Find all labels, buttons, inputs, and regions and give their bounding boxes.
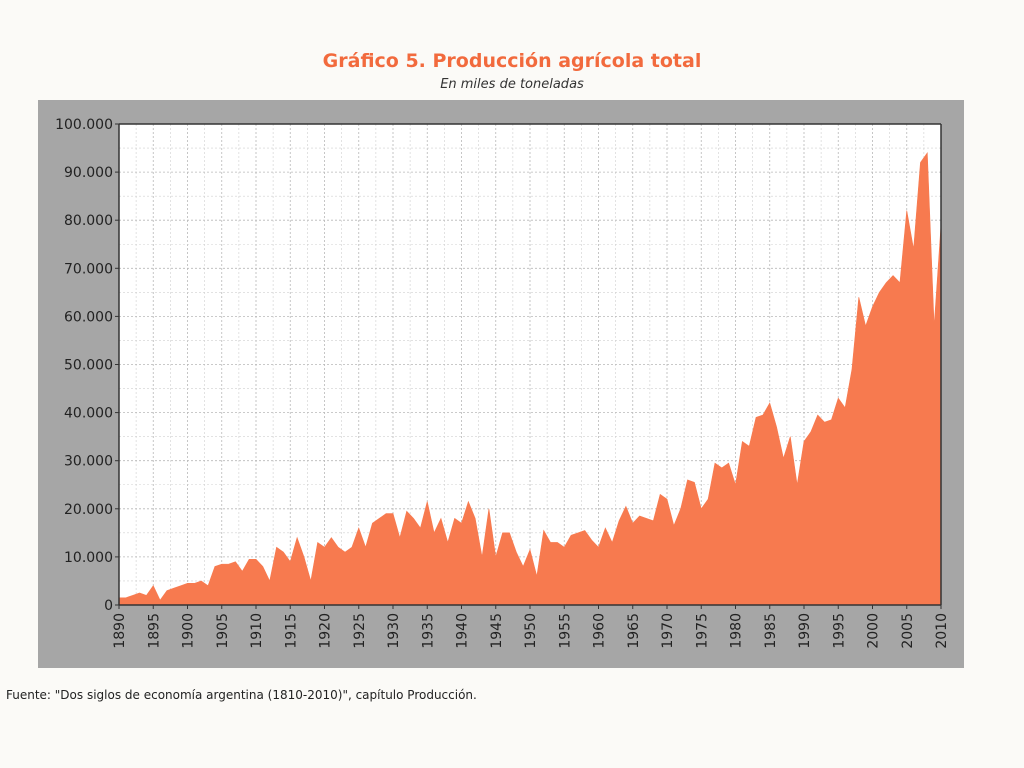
chart-subtitle: En miles de toneladas bbox=[440, 77, 584, 92]
source-note: Fuente: "Dos siglos de economía argentin… bbox=[6, 688, 477, 702]
x-tick-label: 1960 bbox=[592, 613, 608, 649]
y-tick-label: 20.000 bbox=[64, 502, 113, 518]
x-tick-label: 1975 bbox=[694, 613, 710, 649]
x-tick-label: 1995 bbox=[831, 613, 847, 649]
x-tick-label: 2010 bbox=[934, 613, 950, 649]
y-tick-label: 80.000 bbox=[64, 213, 113, 229]
x-tick-label: 1965 bbox=[626, 613, 642, 649]
y-tick-label: 30.000 bbox=[64, 454, 113, 470]
x-tick-label: 1985 bbox=[763, 613, 779, 649]
x-tick-label: 1910 bbox=[249, 613, 265, 649]
x-tick-label: 1940 bbox=[455, 613, 471, 649]
x-tick-label: 1935 bbox=[420, 613, 436, 649]
x-tick-label: 1925 bbox=[352, 613, 368, 649]
x-tick-label: 1890 bbox=[112, 613, 128, 649]
y-tick-label: 90.000 bbox=[64, 165, 113, 181]
x-tick-label: 1900 bbox=[181, 613, 197, 649]
production-area bbox=[118, 151, 942, 606]
x-tick-label: 1990 bbox=[797, 613, 813, 649]
y-tick-label: 40.000 bbox=[64, 406, 113, 422]
y-tick-label: 60.000 bbox=[64, 309, 113, 325]
chart-title: Gráfico 5. Producción agrícola total bbox=[322, 50, 702, 72]
x-tick-label: 1950 bbox=[523, 613, 539, 649]
x-tick-label: 1980 bbox=[729, 613, 745, 649]
x-tick-label: 1915 bbox=[283, 613, 299, 649]
y-tick-label: 10.000 bbox=[64, 550, 113, 566]
x-tick-label: 1930 bbox=[386, 613, 402, 649]
y-tick-label: 70.000 bbox=[64, 261, 113, 277]
x-tick-label: 1920 bbox=[318, 613, 334, 649]
y-tick-label: 50.000 bbox=[64, 358, 113, 374]
x-tick-label: 1895 bbox=[146, 613, 162, 649]
x-tick-label: 1970 bbox=[660, 613, 676, 649]
y-tick-label: 0 bbox=[104, 598, 113, 614]
x-tick-label: 2000 bbox=[866, 613, 882, 649]
x-tick-label: 1905 bbox=[215, 613, 231, 649]
x-tick-label: 2005 bbox=[900, 613, 916, 649]
y-tick-label: 100.000 bbox=[55, 117, 113, 133]
x-tick-label: 1945 bbox=[489, 613, 505, 649]
x-tick-label: 1955 bbox=[557, 613, 573, 649]
